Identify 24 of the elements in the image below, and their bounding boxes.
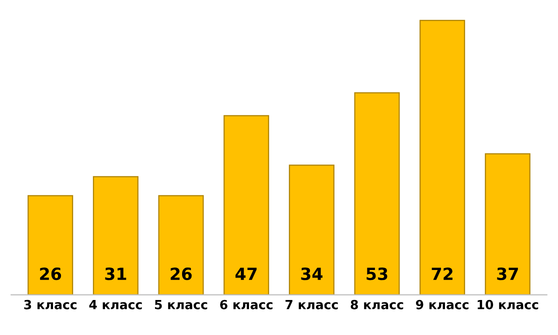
- data-label: 72: [432, 268, 452, 280]
- x-tick-label: 5 класс: [155, 300, 208, 310]
- x-tick-label: 10 класс: [478, 300, 538, 310]
- bar: [92, 176, 138, 295]
- data-label: 53: [366, 268, 388, 280]
- data-label: 26: [40, 268, 62, 280]
- x-tick-label: 4 класс: [89, 300, 142, 310]
- bar: [158, 195, 204, 295]
- data-label: 47: [235, 268, 257, 280]
- bar: [28, 195, 74, 295]
- bar: [224, 115, 270, 295]
- data-label: 37: [497, 268, 518, 280]
- data-label: 26: [170, 268, 192, 280]
- x-tick-label: 7 класс: [286, 300, 338, 310]
- data-label: 34: [301, 268, 322, 280]
- bar: [484, 153, 530, 295]
- bar: [420, 20, 466, 295]
- bar: [354, 92, 400, 295]
- x-tick-label: 3 класс: [24, 300, 76, 310]
- bar: [288, 164, 334, 295]
- x-tick-label: 8 класс: [350, 300, 404, 310]
- x-tick-label: 6 класс: [220, 300, 272, 310]
- x-tick-label: 9 класс: [416, 300, 468, 310]
- data-label: 31: [105, 268, 126, 280]
